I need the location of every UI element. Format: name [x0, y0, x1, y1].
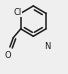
Text: Cl: Cl	[13, 8, 21, 17]
Text: N: N	[44, 42, 51, 52]
Text: O: O	[4, 51, 11, 60]
